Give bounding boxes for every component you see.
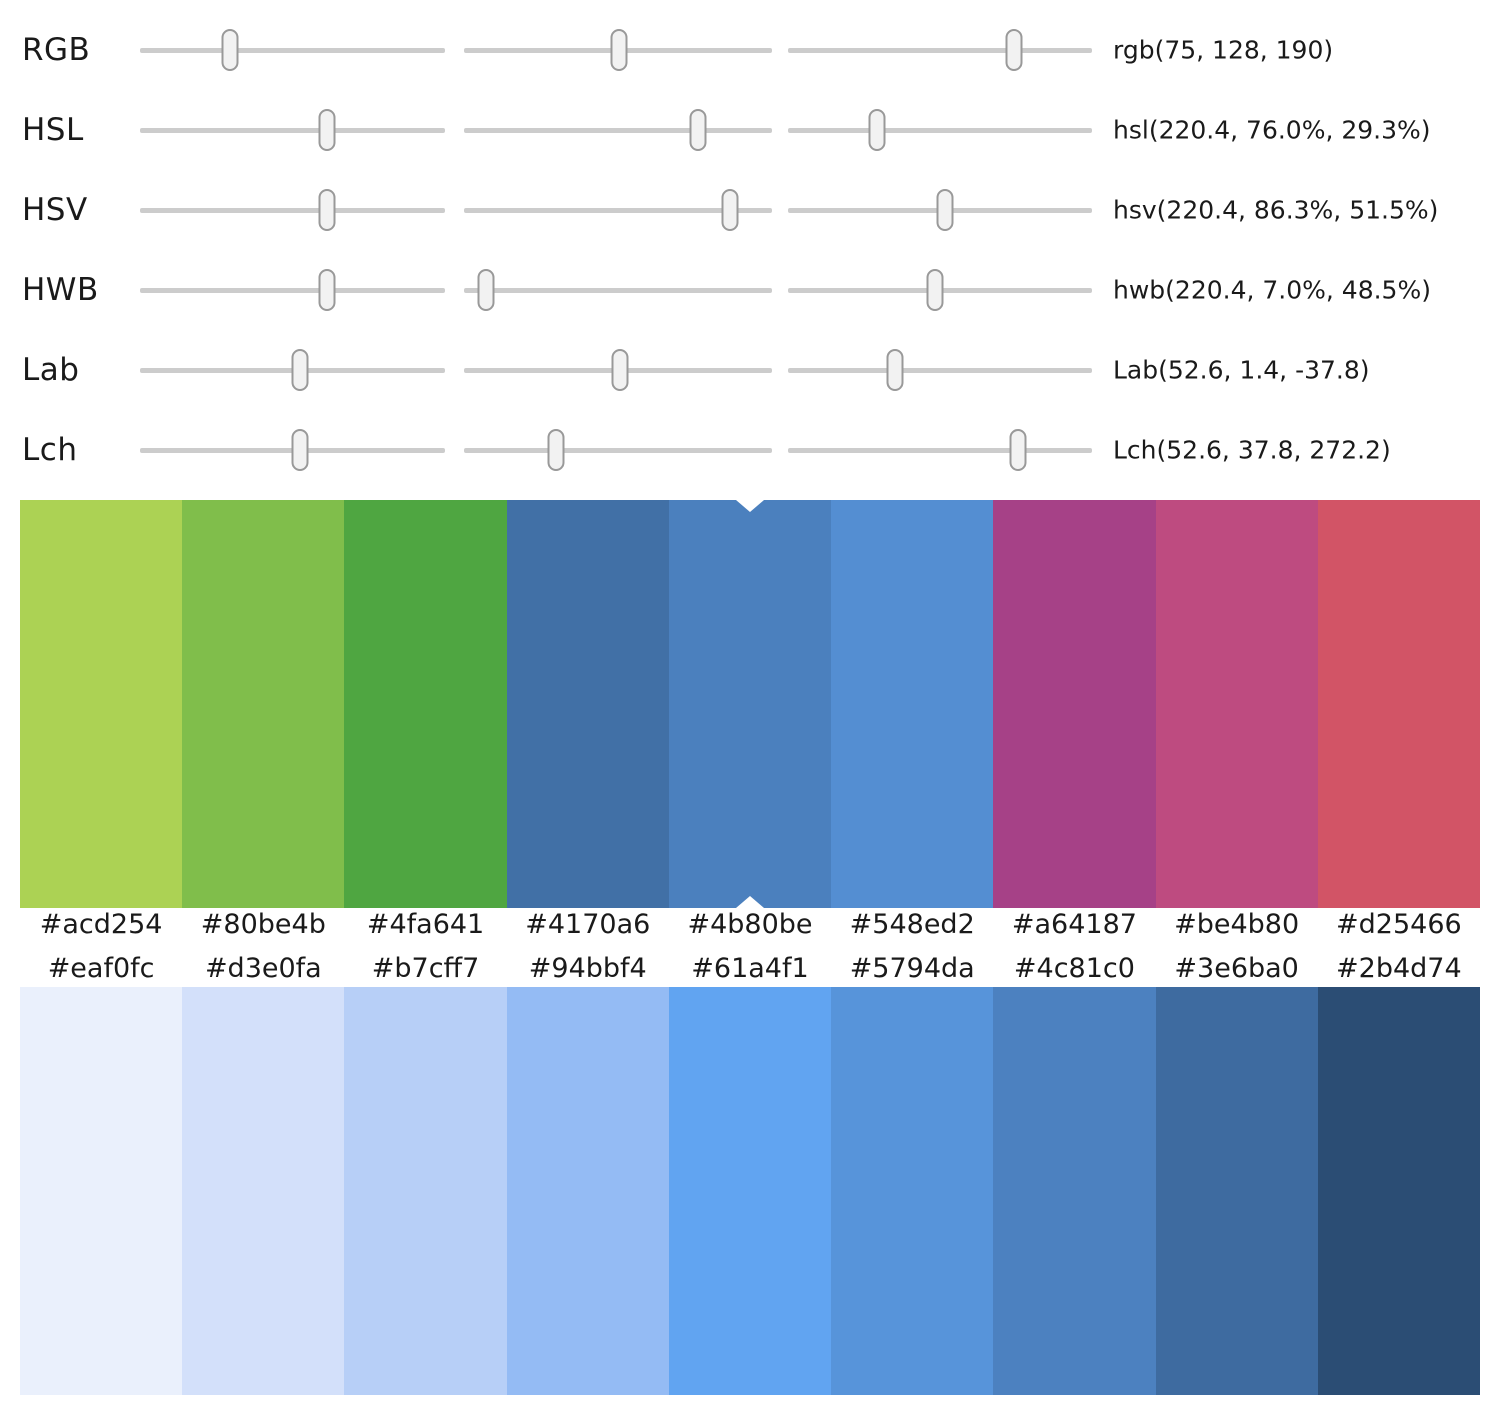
slider-row-lab: Lab Lab(52.6, 1.4, -37.8): [0, 330, 1501, 410]
swatch[interactable]: [993, 500, 1156, 908]
slider-thumb[interactable]: [689, 109, 707, 151]
slider-thumb[interactable]: [1009, 429, 1027, 471]
slider-row-label: HSL: [22, 112, 84, 148]
rgb-green-slider-track[interactable]: [464, 29, 772, 71]
slider-thumb[interactable]: [477, 269, 495, 311]
swatch-hex-label: #5794da: [849, 952, 975, 984]
swatch-hex-label: #eaf0fc: [47, 952, 155, 984]
lch-hue-slider-track[interactable]: [788, 429, 1092, 471]
hue-palette: [20, 500, 1480, 908]
swatch[interactable]: [344, 987, 507, 1395]
hsl-lightness-slider-track[interactable]: [788, 109, 1092, 151]
slider-thumb[interactable]: [318, 189, 336, 231]
swatch[interactable]: [182, 987, 345, 1395]
swatch[interactable]: [506, 987, 669, 1395]
swatch[interactable]: [668, 987, 832, 1395]
lch-lightness-slider-track[interactable]: [140, 429, 445, 471]
slider-row-label: HWB: [22, 272, 99, 308]
slider-thumb[interactable]: [1005, 29, 1023, 71]
slider-row-hwb: HWB hwb(220.4, 7.0%, 48.5%): [0, 250, 1501, 330]
swatch-hex-label: #61a4f1: [691, 952, 809, 984]
swatch[interactable]: [1155, 987, 1318, 1395]
slider-row-hsl: HSL hsl(220.4, 76.0%, 29.3%): [0, 90, 1501, 170]
swatch[interactable]: [1317, 987, 1480, 1395]
lab-a-slider-track[interactable]: [464, 349, 772, 391]
slider-thumb[interactable]: [611, 349, 629, 391]
swatch-hex-label: #4c81c0: [1013, 952, 1135, 984]
lch-value-label: Lch(52.6, 37.8, 272.2): [1113, 435, 1391, 465]
hwb-hue-slider-track[interactable]: [140, 269, 445, 311]
slider-row-lch: Lch Lch(52.6, 37.8, 272.2): [0, 410, 1501, 490]
hue-palette-hex-labels: #acd254 #80be4b #4fa641 #4170a6 #4b80be …: [20, 906, 1480, 942]
hwb-whiteness-slider-track[interactable]: [464, 269, 772, 311]
swatch[interactable]: [506, 500, 669, 908]
slider-thumb[interactable]: [291, 349, 309, 391]
slider-row-label: Lch: [22, 432, 78, 468]
slider-row-label: Lab: [22, 352, 80, 388]
lch-chroma-slider-track[interactable]: [464, 429, 772, 471]
swatch-hex-label: #a64187: [1011, 908, 1137, 940]
lab-value-label: Lab(52.6, 1.4, -37.8): [1113, 355, 1370, 385]
selected-swatch[interactable]: [668, 500, 832, 908]
swatch[interactable]: [344, 500, 507, 908]
hsv-value-label: hsv(220.4, 86.3%, 51.5%): [1113, 195, 1439, 225]
slider-thumb[interactable]: [221, 29, 239, 71]
slider-row-rgb: RGB rgb(75, 128, 190): [0, 10, 1501, 90]
slider-row-label: HSV: [22, 192, 88, 228]
slider-thumb[interactable]: [547, 429, 565, 471]
rgb-value-label: rgb(75, 128, 190): [1113, 35, 1334, 65]
slider-thumb[interactable]: [318, 269, 336, 311]
rgb-red-slider-track[interactable]: [140, 29, 445, 71]
slider-thumb[interactable]: [868, 109, 886, 151]
rgb-blue-slider-track[interactable]: [788, 29, 1092, 71]
lab-lightness-slider-track[interactable]: [140, 349, 445, 391]
swatch[interactable]: [1317, 500, 1480, 908]
swatch-hex-label: #4170a6: [525, 908, 651, 940]
swatch-hex-label: #4b80be: [687, 908, 813, 940]
slider-thumb[interactable]: [721, 189, 739, 231]
hsl-hue-slider-track[interactable]: [140, 109, 445, 151]
swatch[interactable]: [20, 987, 183, 1395]
swatch-hex-label: #be4b80: [1174, 908, 1300, 940]
swatch[interactable]: [831, 500, 994, 908]
hsv-saturation-slider-track[interactable]: [464, 189, 772, 231]
slider-thumb[interactable]: [610, 29, 628, 71]
swatch-hex-label: #94bbf4: [528, 952, 647, 984]
selected-swatch-notch-bottom-icon: [736, 896, 764, 908]
hwb-value-label: hwb(220.4, 7.0%, 48.5%): [1113, 275, 1431, 305]
slider-thumb[interactable]: [291, 429, 309, 471]
swatch[interactable]: [1155, 500, 1318, 908]
swatch-hex-label: #548ed2: [849, 908, 975, 940]
hsv-hue-slider-track[interactable]: [140, 189, 445, 231]
swatch-hex-label: #d25466: [1336, 908, 1462, 940]
shade-palette: [20, 987, 1480, 1395]
slider-thumb[interactable]: [318, 109, 336, 151]
hsl-saturation-slider-track[interactable]: [464, 109, 772, 151]
swatch-hex-label: #80be4b: [200, 908, 326, 940]
swatch[interactable]: [182, 500, 345, 908]
slider-row-label: RGB: [22, 32, 91, 68]
swatch-hex-label: #2b4d74: [1336, 952, 1462, 984]
swatch[interactable]: [20, 500, 183, 908]
hsl-value-label: hsl(220.4, 76.0%, 29.3%): [1113, 115, 1431, 145]
slider-row-hsv: HSV hsv(220.4, 86.3%, 51.5%): [0, 170, 1501, 250]
slider-thumb[interactable]: [936, 189, 954, 231]
slider-thumb[interactable]: [886, 349, 904, 391]
swatch[interactable]: [993, 987, 1156, 1395]
selected-swatch-notch-top-icon: [736, 500, 764, 512]
swatch[interactable]: [831, 987, 994, 1395]
swatch-hex-label: #d3e0fa: [204, 952, 322, 984]
lab-b-slider-track[interactable]: [788, 349, 1092, 391]
swatch-hex-label: #b7cff7: [371, 952, 480, 984]
shade-palette-hex-labels: #eaf0fc #d3e0fa #b7cff7 #94bbf4 #61a4f1 …: [20, 950, 1480, 986]
slider-thumb[interactable]: [926, 269, 944, 311]
swatch-hex-label: #4fa641: [366, 908, 485, 940]
swatch-hex-label: #3e6ba0: [1174, 952, 1299, 984]
hsv-value-slider-track[interactable]: [788, 189, 1092, 231]
hwb-blackness-slider-track[interactable]: [788, 269, 1092, 311]
swatch-hex-label: #acd254: [39, 908, 163, 940]
